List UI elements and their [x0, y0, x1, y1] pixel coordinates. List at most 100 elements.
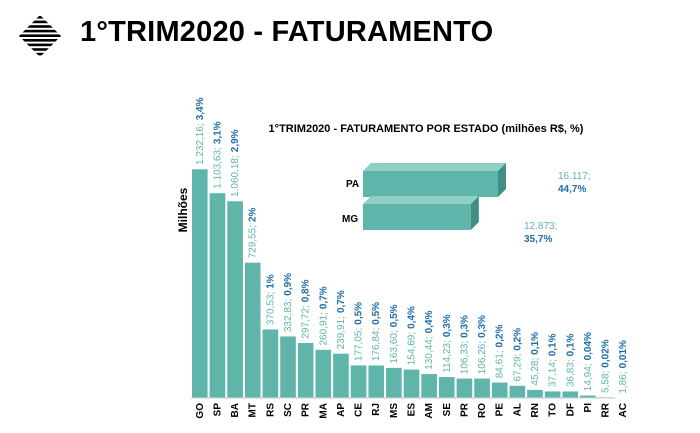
inset-category-label: MG [342, 214, 358, 225]
inset-percent-label: 44,7% [558, 184, 586, 195]
tick-label: MT [248, 403, 259, 417]
bar-ce [350, 364, 367, 399]
data-label-value: 45,28; [530, 358, 541, 386]
data-label: 260,91; 0,7% [318, 286, 329, 345]
data-label: 36,83; 0,1% [565, 333, 576, 387]
data-label: 332,83; 0,9% [283, 273, 294, 332]
data-label: 1,86; 0,01% [618, 340, 629, 394]
data-label-value: 332,83; [283, 299, 294, 332]
chart-title: 1°TRIM2020 - FATURAMENTO POR ESTADO (mil… [269, 123, 584, 135]
company-logo [19, 16, 61, 56]
data-label-percent: 0,3% [459, 315, 470, 338]
inset-bar-mg [363, 204, 471, 230]
data-label: 1.103,63; 3,1% [212, 121, 223, 189]
data-label: 84,61; 0,2% [495, 325, 506, 379]
tick-label: MS [389, 403, 400, 418]
data-label-value: 297,72; [301, 305, 312, 338]
tick-label: SE [442, 403, 453, 417]
tick-label: AM [424, 403, 435, 419]
data-label: 5,58; 0,02% [601, 339, 612, 393]
bar-se [438, 376, 456, 399]
data-label: 297,72; 0,8% [301, 279, 312, 338]
tick-label: DF [565, 403, 576, 416]
bar-df [561, 390, 579, 399]
tick-label: RR [601, 402, 612, 417]
inset-category-label: PA [346, 179, 359, 190]
data-label-percent: 0,3% [477, 315, 488, 338]
data-label: 37,14; 0,1% [548, 333, 559, 387]
tick-label: PR [459, 402, 470, 417]
data-label-percent: 0,2% [495, 325, 506, 348]
data-label-value: 370,53; [265, 292, 276, 325]
tick-label: CE [354, 403, 365, 417]
bar-rj [367, 364, 385, 399]
data-label-value: 37,14; [548, 359, 559, 387]
data-label-value: 1.232,16; [195, 123, 206, 165]
data-label: 729,55; 2% [248, 207, 259, 258]
bar-rs [261, 328, 279, 399]
data-label-value: 1.060,18; [230, 155, 241, 197]
data-label-value: 176,84; [371, 328, 382, 361]
data-label-percent: 0,1% [530, 332, 541, 355]
bar-to [544, 390, 562, 399]
data-label-percent: 1% [265, 274, 276, 289]
data-label-value: 239,91; [336, 316, 347, 349]
bar-pr [456, 377, 473, 399]
data-label: 163,60; 0,5% [389, 304, 400, 363]
data-label: 14,94; 0,04% [583, 332, 594, 391]
data-label-percent: 0,7% [318, 286, 329, 309]
bar-ro [473, 377, 491, 399]
data-label-value: 163,60; [389, 330, 400, 363]
tick-label: PI [583, 403, 594, 413]
data-label-value: 67,29; [512, 354, 523, 382]
data-label: 239,91; 0,7% [336, 290, 347, 349]
data-label-percent: 0,4% [424, 310, 435, 333]
bar-pi [579, 394, 597, 399]
data-label-value: 106,33; [459, 341, 470, 374]
data-label-value: 260,91; [318, 312, 329, 345]
inset-bar-pa [363, 171, 498, 197]
tick-label: RO [477, 403, 488, 418]
data-label: 67,29; 0,2% [512, 328, 523, 382]
data-label-percent: 0,2% [512, 328, 523, 351]
data-label-percent: 0,01% [618, 340, 629, 368]
data-label-percent: 0,02% [601, 339, 612, 367]
bar-es [403, 368, 420, 399]
data-label-value: 729,55; [248, 225, 259, 258]
bar-go [191, 168, 209, 399]
tick-label: RN [530, 403, 541, 417]
tick-label: MA [318, 403, 329, 419]
bar-am [420, 373, 438, 399]
inset-bar-side [498, 163, 506, 197]
data-label-value: 1,86; [618, 371, 629, 393]
data-label-value: 177,05; [354, 328, 365, 361]
data-label: 1.232,16; 3,4% [195, 97, 206, 165]
data-label-percent: 0,7% [336, 290, 347, 313]
data-label-percent: 0,4% [407, 306, 418, 329]
bar-ms [385, 367, 403, 399]
data-label-value: 154,69; [407, 332, 418, 365]
data-label: 154,69; 0,4% [407, 306, 418, 365]
tick-label: AC [618, 403, 629, 417]
tick-label: SP [212, 403, 223, 417]
data-label-percent: 0,04% [583, 332, 594, 360]
data-label: 176,84; 0,5% [371, 302, 382, 361]
data-label-percent: 0,5% [354, 302, 365, 325]
tick-label: AP [336, 403, 347, 417]
tick-label: PE [495, 403, 506, 417]
data-label: 114,23; 0,3% [442, 314, 453, 373]
page-title: 1°TRIM2020 - FATURAMENTO [80, 16, 494, 48]
bar-sc [279, 335, 297, 399]
data-label-percent: 0,1% [565, 333, 576, 356]
inset-value-label: 16.117; [558, 171, 591, 182]
tick-label: RJ [371, 403, 382, 416]
bar-mt [244, 262, 262, 399]
data-label-percent: 0,5% [371, 302, 382, 325]
bar-rr [597, 396, 614, 399]
data-label-percent: 2% [248, 207, 259, 222]
data-label-value: 5,58; [601, 371, 612, 393]
data-label-percent: 0,5% [389, 304, 400, 327]
data-label-percent: 0,3% [442, 314, 453, 337]
bar-al [508, 385, 526, 399]
